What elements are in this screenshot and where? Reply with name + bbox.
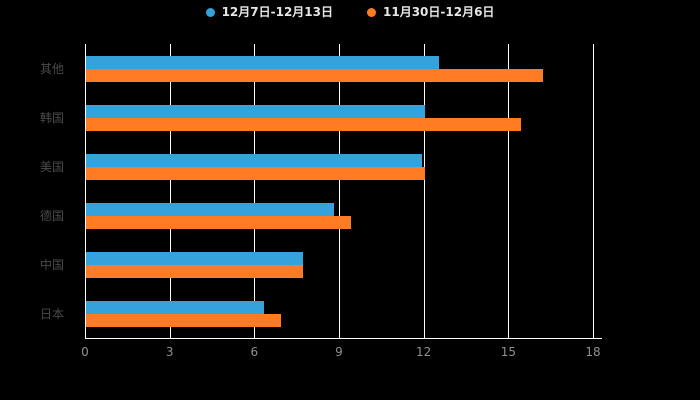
bar-series1-cat3[interactable] xyxy=(86,215,352,229)
plot-area: 0 3 6 9 12 15 18 其他韩国美国德国中国日本 xyxy=(40,44,602,358)
bar-series1-cat4[interactable] xyxy=(86,264,304,278)
bar-series0-cat4[interactable] xyxy=(86,251,304,265)
gridline-x-6 xyxy=(254,44,256,338)
legend-item-1[interactable]: 11月30日-12月6日 xyxy=(367,6,494,18)
gridline-x-18 xyxy=(593,44,594,338)
legend-label: 12月7日-12月13日 xyxy=(221,5,333,19)
x-tick-label: 6 xyxy=(250,345,259,359)
chart-legend: 12月7日-12月13日 11月30日-12月6日 xyxy=(0,6,700,18)
gridline-x-15 xyxy=(508,44,510,338)
x-axis-line xyxy=(85,338,602,339)
category-label: 其他 xyxy=(40,61,65,76)
bar-series0-cat2[interactable] xyxy=(86,153,422,167)
legend-marker-icon xyxy=(205,7,215,17)
category-label: 韩国 xyxy=(40,110,65,125)
bar-series0-cat3[interactable] xyxy=(86,202,335,216)
legend-marker-icon xyxy=(367,7,376,17)
bar-series0-cat5[interactable] xyxy=(86,300,264,314)
gridline-x-3 xyxy=(169,44,171,338)
legend-label: 11月30日-12月6日 xyxy=(383,5,495,19)
gridline-x-12 xyxy=(423,44,425,338)
x-tick-label: 9 xyxy=(335,345,343,359)
bar-series1-cat5[interactable] xyxy=(86,313,281,327)
bar-series1-cat2[interactable] xyxy=(86,166,425,180)
x-tick-label: 12 xyxy=(416,345,432,359)
category-label: 日本 xyxy=(40,306,65,321)
x-tick-label: 15 xyxy=(500,345,516,359)
x-tick-label: 18 xyxy=(585,345,601,359)
gridline-x-9 xyxy=(339,44,340,338)
category-label: 德国 xyxy=(40,208,65,223)
bar-series1-cat0[interactable] xyxy=(86,68,544,82)
category-label: 美国 xyxy=(40,159,65,174)
bar-series0-cat0[interactable] xyxy=(86,55,439,69)
bar-series1-cat1[interactable] xyxy=(86,117,521,131)
category-label: 中国 xyxy=(40,257,65,272)
legend-item-0[interactable]: 12月7日-12月13日 xyxy=(205,5,333,19)
x-tick-label: 3 xyxy=(165,345,174,359)
bar-series0-cat1[interactable] xyxy=(86,104,425,118)
x-tick-label: 0 xyxy=(81,345,89,359)
gridline-x-0 xyxy=(85,44,86,338)
